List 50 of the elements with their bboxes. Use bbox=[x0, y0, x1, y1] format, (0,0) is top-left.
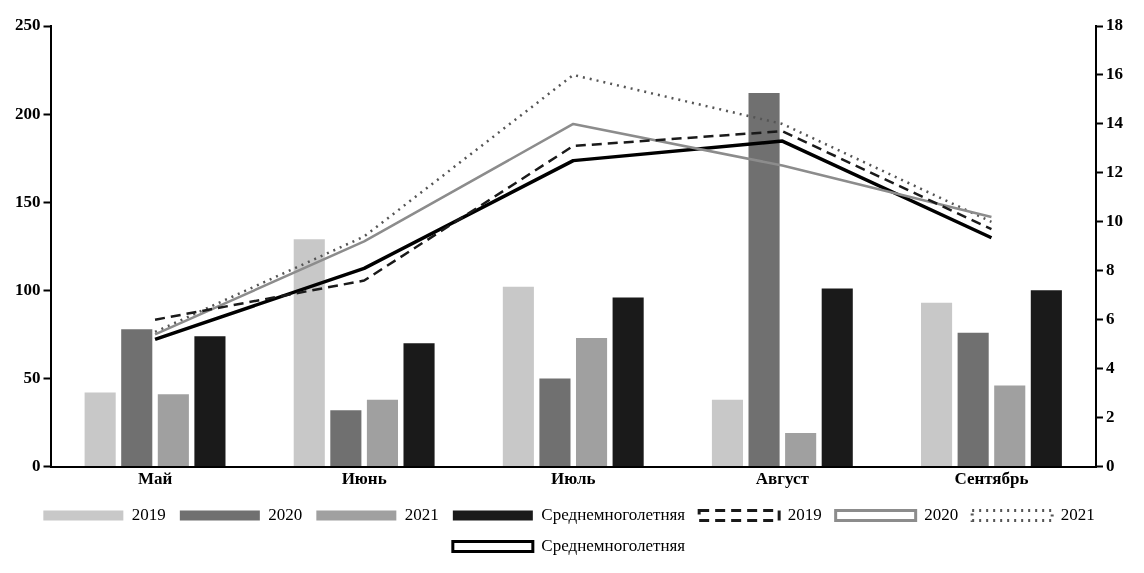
bar bbox=[612, 297, 644, 467]
bar bbox=[403, 343, 435, 467]
y2-tick-label: 4 bbox=[1106, 358, 1115, 378]
bar bbox=[921, 302, 953, 467]
bar bbox=[711, 399, 744, 467]
bar bbox=[785, 433, 817, 467]
bar bbox=[293, 239, 325, 467]
x-tick-label: Июнь bbox=[341, 469, 387, 489]
legend-label: 2019 bbox=[787, 504, 822, 524]
y2-tick-label: 18 bbox=[1106, 15, 1123, 35]
y2-tick-label: 8 bbox=[1106, 260, 1115, 280]
bar bbox=[121, 329, 153, 467]
y2-tick-label: 2 bbox=[1106, 407, 1115, 427]
y-tick-label: 250 bbox=[15, 15, 41, 35]
x-tick-label: Август bbox=[755, 469, 810, 489]
legend-label: 2021 bbox=[1060, 504, 1095, 524]
y2-tick-label: 14 bbox=[1106, 113, 1124, 133]
y2-tick-label: 10 bbox=[1106, 211, 1123, 231]
bar bbox=[957, 332, 989, 467]
bar bbox=[157, 394, 189, 467]
bar bbox=[194, 336, 226, 467]
y2-tick-label: 16 bbox=[1106, 64, 1123, 84]
bar bbox=[1030, 290, 1062, 467]
bar bbox=[366, 399, 398, 467]
bar bbox=[748, 92, 780, 467]
y2-tick-label: 6 bbox=[1106, 309, 1115, 329]
y-tick-label: 200 bbox=[15, 103, 41, 123]
y2-tick-label: 0 bbox=[1106, 455, 1115, 475]
bar bbox=[330, 410, 362, 467]
bar bbox=[539, 378, 571, 467]
line-series bbox=[153, 73, 993, 334]
x-tick-label: Сентябрь bbox=[954, 469, 1029, 489]
legend-label: Среднемноголетняя bbox=[541, 504, 686, 524]
bar bbox=[575, 337, 608, 467]
legend-label: Среднемноголетняя bbox=[541, 535, 686, 555]
legend-label: 2019 bbox=[131, 504, 166, 524]
y2-tick-label: 12 bbox=[1106, 162, 1123, 182]
x-tick-label: Июль bbox=[551, 469, 596, 489]
legend-label: 2020 bbox=[268, 504, 303, 524]
y-tick-label: 150 bbox=[15, 191, 41, 211]
legend-label: 2020 bbox=[924, 504, 959, 524]
y-tick-label: 0 bbox=[32, 455, 41, 475]
bar bbox=[84, 392, 116, 467]
y-tick-label: 50 bbox=[23, 367, 41, 387]
bar bbox=[821, 288, 853, 467]
legend-label: 2021 bbox=[404, 504, 439, 524]
x-tick-label: Май bbox=[137, 469, 173, 489]
bar bbox=[994, 385, 1026, 467]
bar bbox=[502, 286, 534, 467]
y-tick-label: 100 bbox=[15, 279, 41, 299]
